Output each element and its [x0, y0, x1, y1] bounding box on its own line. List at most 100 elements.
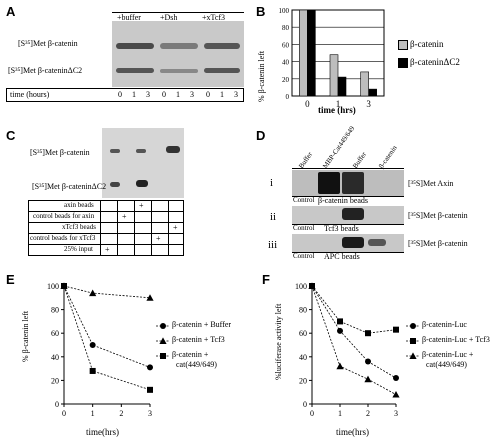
panel-c-row1-label: [S³⁵]Met β-catenin [30, 148, 90, 157]
panel-f-legend-1: β-catenin-Luc [422, 320, 467, 329]
panel-f-legend-marker [409, 352, 417, 359]
panel-f-ylabel: %luciferase activity left [274, 303, 283, 380]
panel-e-point [147, 364, 153, 371]
panel-d-row-i-blot [292, 170, 404, 196]
panel-e-point [89, 342, 96, 348]
panel-b-legend-swatch-2 [398, 58, 408, 68]
panel-b-ytick: 100 [279, 7, 290, 15]
panel-b-bar [329, 54, 339, 97]
panel-c-table-row: control beads for xTcf3 [30, 234, 96, 242]
panel-e-xlabel: time(hrs) [86, 427, 119, 437]
panel-f-legend-3: β-catenin-Luc + [422, 350, 474, 359]
panel-d-col-4: β-catenin [377, 144, 399, 171]
panel-d-row-ii-numeral: ii [270, 211, 277, 223]
panel-e-legend-3: β-catenin + [172, 350, 209, 359]
panel-b-xtick: 1 [336, 99, 341, 109]
panel-f-series-line [311, 285, 397, 395]
panel-a-time: 3 [146, 90, 150, 99]
panel-e-point [146, 294, 154, 301]
panel-c-row2-label: [S³⁵]Met β-cateninΔC2 [32, 182, 107, 191]
panel-f-point [336, 362, 344, 370]
panel-f-point [308, 282, 316, 289]
panel-a-time: 1 [220, 90, 224, 99]
panel-f-point [365, 358, 371, 365]
panel-f-xtick: 3 [394, 409, 398, 418]
panel-a-time-label: time (hours) [10, 90, 50, 99]
panel-a-time: 1 [176, 90, 180, 99]
panel-c-plus: + [105, 245, 110, 254]
panel-f-ytick: 80 [299, 306, 307, 315]
panel-a-cond-3: +xTcf3 [202, 13, 226, 22]
panel-b-legend-swatch-1 [398, 40, 408, 50]
panel-a-time: 3 [234, 90, 238, 99]
panel-e-point [147, 386, 153, 393]
panel-f-chart: 0 20 40 60 80 100 0 1 2 3 [295, 282, 420, 418]
panel-a-time: 0 [206, 90, 210, 99]
panel-f-point [393, 326, 399, 333]
panel-f-ytick: 0 [303, 400, 307, 409]
panel-f-xlabel: time(hrs) [336, 427, 369, 437]
panel-b-legend-1: β-catenin [410, 39, 444, 49]
panel-d-row-iii-label: [³⁵S]Met β-catenin [408, 239, 468, 248]
panel-f-point [393, 375, 399, 382]
panel-b-ytick: 20 [282, 76, 290, 84]
panel-b-xtick: 0 [305, 99, 310, 109]
panel-d-row-iii-numeral: iii [268, 239, 278, 251]
panel-c-table [28, 200, 184, 256]
panel-b-xlabel: time (hrs) [318, 105, 356, 115]
panel-f-xtick: 2 [366, 409, 370, 418]
panel-b-bar [337, 76, 347, 97]
panel-f-point [392, 390, 400, 398]
panel-f-ytick: 20 [299, 376, 307, 385]
panel-e-legend-marker [160, 353, 166, 359]
panel-e-xtick: 2 [119, 409, 123, 418]
panel-e-ytick: 80 [51, 306, 59, 315]
panel-b-ytick: 80 [282, 24, 290, 32]
panel-e-xtick: 0 [62, 409, 66, 418]
panel-e-legend-1: β-catenin + Buffer [172, 320, 232, 329]
panel-a-time: 0 [162, 90, 166, 99]
panel-a-row1-label: [S³⁵]Met β-catenin [18, 39, 78, 48]
panel-f-ytick: 40 [299, 353, 307, 362]
panel-e-legend-2: β-catenin + Tcf3 [172, 335, 225, 344]
panel-b-bar [360, 71, 369, 97]
panel-e-ylabel: % β-catenin left [21, 310, 30, 362]
panel-c-label: C [6, 128, 16, 143]
panel-b-ytick: 40 [282, 59, 290, 67]
panel-f-point [337, 318, 343, 325]
panel-d-row-iii-beads: APC beads [324, 252, 360, 261]
panel-c-table-row: 25% input [64, 245, 93, 253]
panel-d-row-i-label: [³⁵S]Met Axin [408, 179, 454, 188]
panel-e-ytick: 100 [47, 282, 59, 291]
panel-c-blot [102, 128, 184, 198]
panel-a-label: A [6, 4, 16, 19]
panel-a-time: 3 [190, 90, 194, 99]
panel-c-plus: + [156, 234, 161, 243]
panel-e-ytick: 60 [51, 329, 59, 338]
panel-a-time: 0 [118, 90, 122, 99]
panel-f-series-line [311, 285, 397, 334]
panel-c-table-row: xTcf3 beads [62, 223, 96, 231]
panel-d-row-i-numeral: i [270, 177, 274, 189]
panel-d-label: D [256, 128, 266, 143]
panel-c-table-row: control beads for axin [33, 212, 95, 220]
panel-f-point [337, 327, 343, 334]
panel-f-legend-3b: cat(449/649) [426, 360, 467, 369]
panel-f-xtick: 1 [338, 409, 342, 418]
panel-f-label: F [262, 272, 270, 287]
panel-f-point [365, 330, 371, 337]
panel-a-blot [112, 21, 244, 87]
panel-f-xtick: 0 [310, 409, 314, 418]
panel-d-row-ii-control: Control [293, 224, 315, 232]
panel-e-xtick: 1 [91, 409, 95, 418]
panel-e-series-line [63, 285, 151, 368]
panel-f-ytick: 60 [299, 329, 307, 338]
panel-b-bar [299, 9, 308, 97]
panel-c-table-row: axin beads [64, 201, 94, 209]
panel-a-cond-1: +buffer [117, 13, 141, 22]
panel-b-chart: 0 20 40 60 80 100 0 1 3 [279, 7, 385, 109]
panel-c-plus: + [173, 223, 178, 232]
panel-b-xtick: 3 [366, 99, 371, 109]
panel-e-ytick: 20 [51, 376, 59, 385]
panel-a-row2-label: [S³⁵]Met β-cateninΔC2 [8, 66, 83, 75]
